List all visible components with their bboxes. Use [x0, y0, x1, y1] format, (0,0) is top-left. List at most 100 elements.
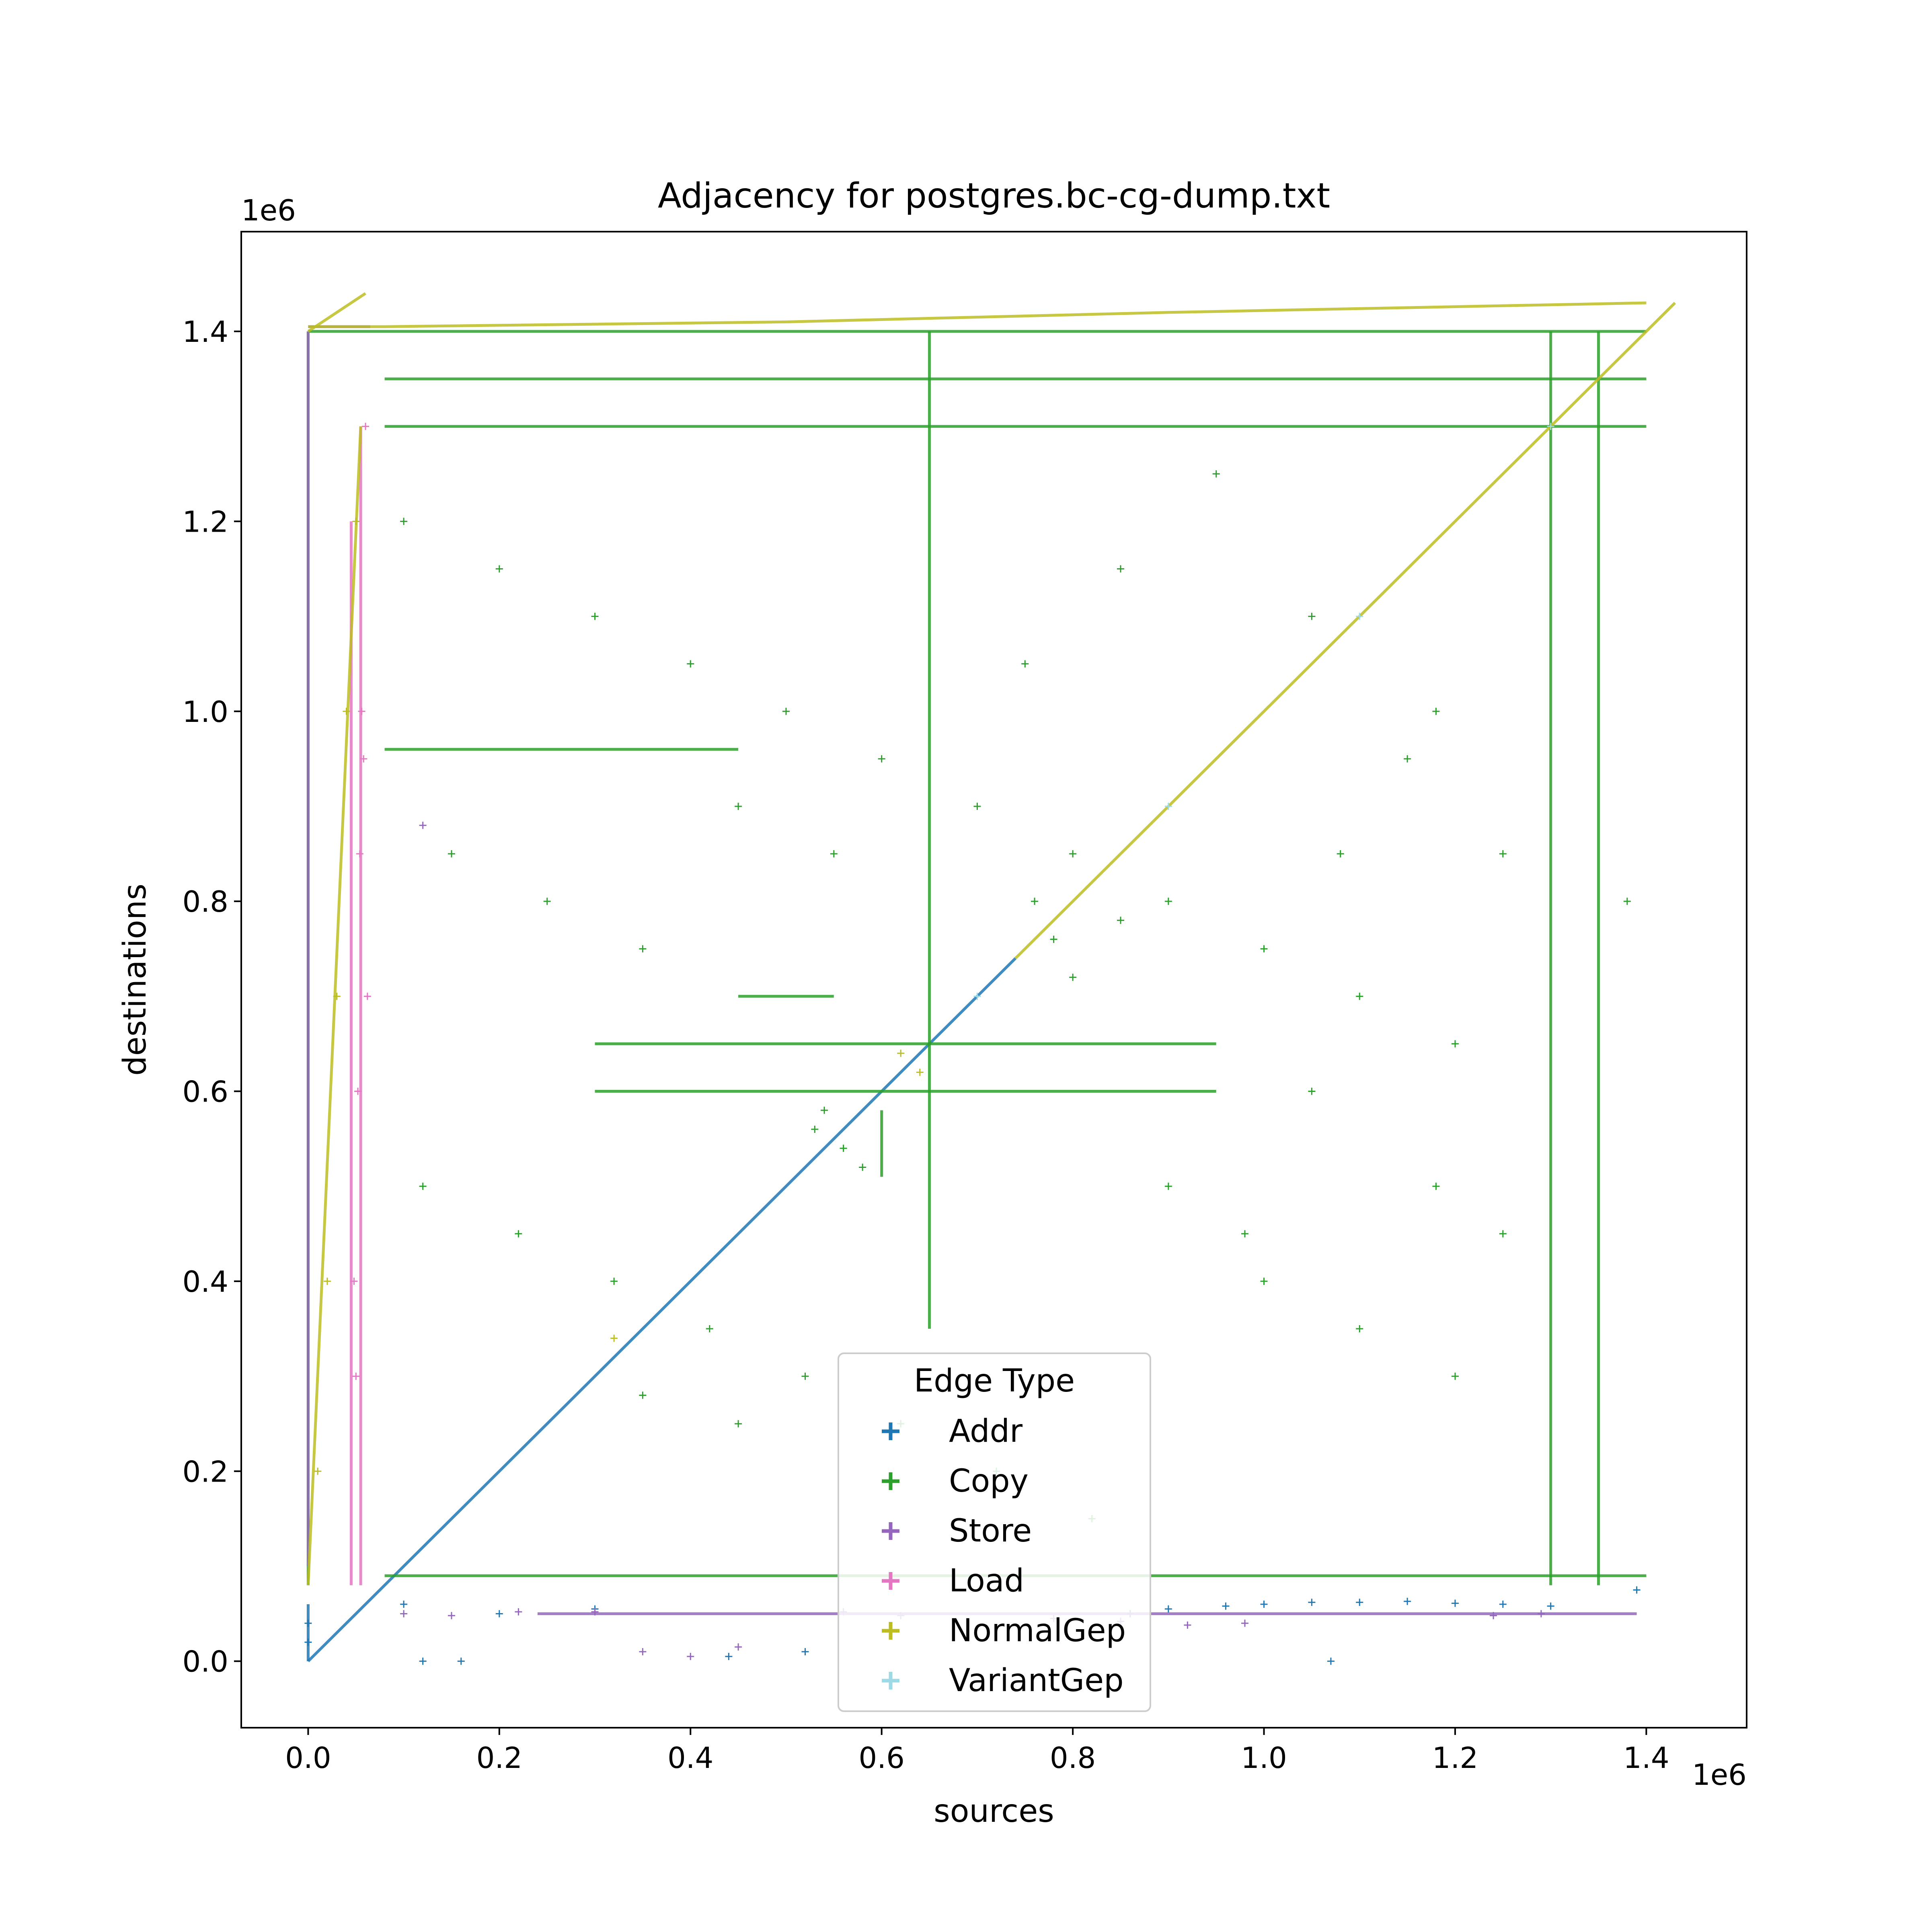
y-tick-label: 1.0 — [182, 695, 228, 729]
store-point — [515, 1608, 522, 1615]
addr-point — [400, 1600, 408, 1608]
copy-point — [1308, 612, 1316, 620]
store-point — [591, 1608, 599, 1615]
normalgep-point — [352, 518, 360, 525]
y-tick-label: 1.4 — [182, 315, 228, 349]
y-tick-label: 0.6 — [182, 1075, 228, 1109]
copy-point — [639, 945, 647, 953]
copy-point — [859, 1163, 866, 1171]
load-point — [363, 993, 371, 1000]
y-tick-label: 0.4 — [182, 1265, 228, 1299]
store-point — [1241, 1620, 1248, 1627]
normalgep-point — [333, 993, 341, 1000]
copy-point — [1432, 1182, 1440, 1190]
copy-point — [591, 612, 599, 620]
normalgep-point — [323, 1277, 331, 1285]
copy-point — [811, 1126, 819, 1133]
store-point — [400, 1610, 408, 1618]
copy-point — [639, 1391, 647, 1399]
copy-point — [448, 850, 455, 858]
copy-point — [1241, 1230, 1248, 1237]
store-point — [1537, 1610, 1545, 1618]
copy-point — [1260, 1277, 1268, 1285]
copy-point — [1499, 850, 1507, 858]
variantgep-point — [973, 993, 981, 1000]
legend-label: NormalGep — [949, 1613, 1126, 1649]
x-axis-ticks: 0.0 0.2 0.4 0.6 0.8 1.0 1.2 1.4 — [285, 1728, 1669, 1775]
copy-point — [1212, 470, 1220, 478]
series-normalgep — [306, 292, 1676, 1585]
load-point — [352, 1373, 360, 1380]
load-point — [360, 755, 368, 763]
copy-point — [706, 1325, 713, 1332]
addr-point — [1327, 1657, 1335, 1665]
copy-point — [1432, 707, 1440, 715]
x-tick-label: 0.0 — [285, 1741, 331, 1775]
addr-point — [1404, 1597, 1411, 1605]
x-tick-label: 0.4 — [667, 1741, 714, 1775]
addr-point — [1222, 1602, 1230, 1610]
copy-point — [610, 1277, 618, 1285]
x-tick-label: 1.0 — [1241, 1741, 1287, 1775]
y-offset-label: 1e6 — [241, 193, 296, 227]
load-point — [354, 1087, 362, 1095]
addr-point — [1633, 1586, 1640, 1594]
addr-point — [1547, 1602, 1554, 1610]
copy-point — [735, 1420, 742, 1428]
legend-item-load: Load — [882, 1563, 1024, 1599]
copy-point — [1031, 898, 1039, 905]
normalgep-point — [610, 1334, 618, 1342]
x-offset-label: 1e6 — [1692, 1758, 1747, 1792]
copy-point — [1451, 1040, 1459, 1048]
legend-label: Copy — [949, 1463, 1029, 1499]
addr-point — [1164, 1605, 1172, 1613]
legend-title: Edge Type — [914, 1363, 1075, 1399]
series-load — [349, 423, 371, 1585]
legend-item-normalgep: NormalGep — [882, 1613, 1126, 1649]
legend-item-store: Store — [882, 1513, 1032, 1549]
copy-point — [1069, 850, 1077, 858]
load-point — [356, 850, 363, 858]
y-tick-label: 1.2 — [182, 505, 228, 538]
normalgep-point — [897, 1050, 905, 1057]
normalgep-edge-band — [307, 292, 366, 333]
copy-point — [1404, 755, 1411, 763]
copy-point — [1451, 1373, 1459, 1380]
load-point — [358, 707, 365, 715]
x-tick-label: 0.6 — [858, 1741, 905, 1775]
copy-point — [782, 707, 790, 715]
addr-edge-band — [307, 957, 1016, 1663]
copy-point — [419, 1182, 427, 1190]
load-point — [362, 423, 370, 430]
normalgep-edge-band — [308, 301, 1647, 328]
copy-point — [495, 565, 503, 573]
addr-point — [1499, 1600, 1507, 1608]
variantgep-point — [1547, 423, 1554, 430]
normalgep-point — [343, 707, 350, 715]
legend: Edge Type Addr Copy Store Load NormalGep Vari… — [838, 1352, 1151, 1712]
copy-point — [687, 660, 694, 668]
copy-point — [1050, 935, 1057, 943]
store-point — [1184, 1621, 1191, 1629]
x-tick-label: 0.2 — [476, 1741, 523, 1775]
copy-point — [821, 1106, 828, 1114]
legend-label: Addr — [949, 1413, 1023, 1449]
addr-point — [457, 1657, 465, 1665]
y-tick-label: 0.0 — [182, 1645, 228, 1679]
copy-point — [1117, 565, 1124, 573]
load-point — [350, 1277, 358, 1285]
plot-frame — [240, 231, 1747, 1729]
copy-point — [1499, 1230, 1507, 1237]
copy-point — [1021, 660, 1029, 668]
legend-item-variantgep: VariantGep — [882, 1663, 1124, 1699]
copy-point — [400, 518, 408, 525]
legend-label: Load — [949, 1563, 1024, 1599]
store-point — [1490, 1612, 1497, 1620]
copy-point — [973, 802, 981, 810]
addr-point — [419, 1657, 427, 1665]
copy-point — [840, 1145, 847, 1152]
legend-item-copy: Copy — [882, 1463, 1029, 1499]
store-point — [639, 1648, 647, 1656]
variantgep-point — [1356, 612, 1363, 620]
